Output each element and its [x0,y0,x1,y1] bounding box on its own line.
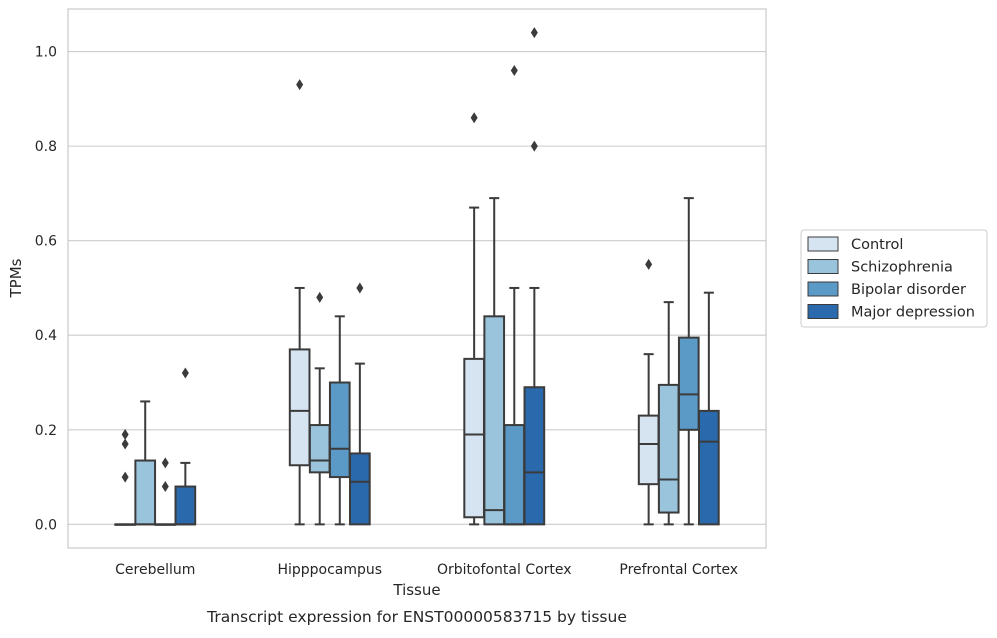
y-tick-label: 0.4 [35,328,57,344]
box-body [503,424,526,526]
box-body [134,459,157,526]
chart-caption: Transcript expression for ENST0000058371… [206,608,627,626]
outlier-point [161,481,169,493]
outlier-point [645,258,653,270]
outlier-point [530,27,538,39]
x-axis-label: Tissue [392,581,440,599]
legend-label: Schizophrenia [851,260,953,276]
x-tick-label: Orbitofontal Cortex [437,562,572,578]
outlier-point [356,282,364,294]
x-tick-label: Hipppocampus [277,562,382,578]
legend-label: Control [851,237,903,253]
legend: Control Schizophrenia Bipolar disorder Majo… [800,229,988,328]
legend-swatch [807,304,839,319]
outlier-point [161,457,169,469]
y-tick-label: 0.2 [35,423,57,439]
box-group [174,367,197,526]
outlier-point [510,64,518,76]
box-body [698,409,720,526]
box-group [523,27,546,526]
y-axis-label: TPMs [7,258,25,298]
box-group [349,282,371,526]
box-group [463,112,485,526]
box-body [349,452,371,526]
box-group [637,258,660,526]
box-group [134,400,157,526]
box-group [154,457,177,526]
outlier-point [121,438,129,450]
outlier-point [296,79,304,91]
legend-label: Major depression [851,305,975,321]
box-group [308,291,331,526]
boxes-layer [114,27,720,526]
box-group [657,301,680,526]
legend-swatch [807,259,839,274]
y-tick-labels: 0.0 0.2 0.4 0.6 0.8 1.0 [35,45,57,534]
x-tick-label: Cerebellum [115,562,195,578]
box-body [637,414,660,486]
outlier-point [121,471,129,483]
outlier-point [121,429,129,441]
legend-swatch [807,236,839,252]
x-tick-label: Prefrontal Cortex [619,562,738,578]
box-group [698,291,720,526]
box-body [308,424,331,474]
box-group [328,315,351,526]
y-tick-label: 0.6 [35,234,57,250]
box-group [677,197,700,526]
box-group [114,429,136,526]
box-body [174,485,197,526]
box-body [483,315,506,526]
box-group [288,79,311,526]
y-tick-label: 0.8 [35,139,57,155]
outlier-point [530,140,538,152]
legend-frame [800,229,988,328]
box-body [288,348,311,467]
x-tick-labels: Cerebellum Hipppocampus Orbitofontal Corte… [115,562,738,578]
box-group [503,64,526,526]
box-body [677,336,700,431]
y-tick-label: 0.0 [35,517,57,533]
legend-swatch [807,281,839,297]
outlier-point [181,367,189,379]
box-body [463,357,485,519]
legend-label: Bipolar disorder [851,282,966,298]
y-tick-label: 1.0 [35,45,57,61]
outlier-point [316,291,324,303]
box-body [328,381,351,479]
outlier-point [470,112,478,124]
box-group [483,197,506,526]
box-body [523,386,546,526]
box-body [657,383,680,514]
plot-area-frame [67,8,767,549]
